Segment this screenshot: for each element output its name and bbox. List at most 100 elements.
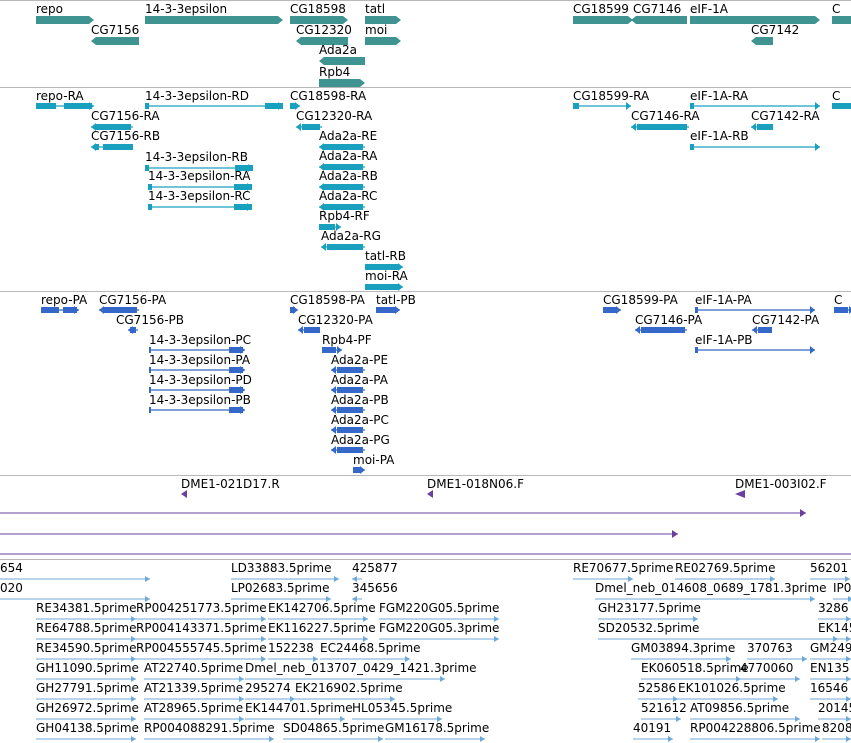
transcript-feature-forward[interactable] <box>573 102 635 110</box>
est-label[interactable]: 521612 <box>641 701 687 715</box>
est-feature[interactable] <box>36 615 140 623</box>
est-feature[interactable] <box>818 635 851 643</box>
transcript-label[interactable]: CG18599-RA <box>573 89 650 103</box>
est-feature[interactable] <box>268 615 372 623</box>
est-label[interactable]: RP004143371.5prime <box>136 621 267 635</box>
est-label[interactable]: EK145 <box>818 621 851 635</box>
protein-feature-forward[interactable] <box>603 306 625 314</box>
est-feature[interactable] <box>641 715 685 723</box>
est-label[interactable]: 654 <box>0 561 23 575</box>
est-label[interactable]: 56201 <box>810 561 849 575</box>
protein-feature-forward[interactable] <box>290 306 302 314</box>
est-feature[interactable] <box>690 715 804 723</box>
est-label[interactable]: RP004088291.5prime <box>144 721 275 735</box>
est-feature[interactable] <box>245 695 299 703</box>
transcript-label[interactable]: moi-RA <box>365 269 408 283</box>
est-feature[interactable] <box>0 595 154 603</box>
est-label[interactable]: RP004555745.5prime <box>136 641 267 655</box>
gene-feature-forward[interactable] <box>290 16 350 24</box>
est-label[interactable]: AT22740.5prime <box>144 661 244 675</box>
est-feature[interactable] <box>818 615 851 623</box>
est-feature[interactable] <box>352 715 446 723</box>
est-label[interactable]: SD04865.5prime <box>283 721 385 735</box>
est-label[interactable]: LD33883.5prime <box>231 561 332 575</box>
est-feature[interactable] <box>818 715 851 723</box>
est-label[interactable]: FGM220G05.3prime <box>379 621 500 635</box>
transcript-label[interactable]: 14-3-3epsilon-RC <box>148 189 251 203</box>
transcript-label[interactable]: eIF-1A-RA <box>690 89 749 103</box>
est-label[interactable]: GM249 <box>810 641 851 655</box>
transcript-feature-forward[interactable] <box>145 164 257 172</box>
protein-feature-forward[interactable] <box>322 346 346 354</box>
est-feature[interactable] <box>36 635 140 643</box>
est-feature[interactable] <box>245 675 449 683</box>
est-feature[interactable] <box>352 595 366 603</box>
transcript-feature-reverse[interactable] <box>319 163 369 171</box>
protein-label[interactable]: CG18599-PA <box>603 293 678 307</box>
protein-feature-reverse[interactable] <box>635 326 691 334</box>
transcript-label[interactable]: 14-3-3epsilon-RD <box>145 89 249 103</box>
transcript-label[interactable]: eIF-1A-RB <box>690 129 749 143</box>
est-feature[interactable] <box>36 655 140 663</box>
est-label[interactable]: FGM220G05.5prime <box>379 601 500 615</box>
est-feature[interactable] <box>0 575 154 583</box>
est-feature[interactable] <box>690 735 824 743</box>
clone-span-line[interactable] <box>0 550 851 558</box>
gene-label[interactable]: repo <box>36 2 64 16</box>
est-label[interactable]: RE34381.5prime <box>36 601 137 615</box>
protein-label[interactable]: 14-3-3epsilon-PC <box>149 333 252 347</box>
gene-feature-reverse[interactable] <box>631 16 689 24</box>
clone-label[interactable]: DME1-003I02.F <box>735 477 827 491</box>
est-label[interactable]: 020 <box>0 581 23 595</box>
transcript-feature-reverse[interactable] <box>319 143 369 151</box>
transcript-feature-reverse[interactable] <box>319 203 369 211</box>
est-label[interactable]: 40191 <box>633 721 672 735</box>
gene-feature-reverse[interactable] <box>319 57 367 65</box>
est-feature[interactable] <box>36 695 140 703</box>
est-feature[interactable] <box>144 695 248 703</box>
est-label[interactable]: 3286 <box>818 601 849 615</box>
protein-label[interactable]: Ada2a-PE <box>331 353 389 367</box>
est-feature[interactable] <box>136 615 270 623</box>
gene-label[interactable]: Ada2a <box>319 43 357 57</box>
est-feature[interactable] <box>231 595 335 603</box>
transcript-feature-reverse[interactable] <box>751 123 777 131</box>
est-feature[interactable] <box>352 575 366 583</box>
protein-label[interactable]: moi-PA <box>353 453 395 467</box>
est-feature[interactable] <box>379 615 503 623</box>
protein-label[interactable]: CG18598-PA <box>290 293 365 307</box>
est-label[interactable]: RE34590.5prime <box>36 641 137 655</box>
est-label[interactable]: GH11090.5prime <box>36 661 139 675</box>
gene-feature-forward[interactable] <box>365 37 403 45</box>
transcript-label[interactable]: Ada2a-RC <box>319 189 378 203</box>
gene-label[interactable]: CG12320 <box>296 23 352 37</box>
est-label[interactable]: GH27791.5prime <box>36 681 139 695</box>
transcript-label[interactable]: 14-3-3epsilon-RA <box>148 169 251 183</box>
est-label[interactable]: AT21339.5prime <box>144 681 244 695</box>
gene-label[interactable]: 14-3-3epsilon <box>145 2 228 16</box>
est-feature[interactable] <box>136 635 270 643</box>
est-label[interactable]: AT28965.5prime <box>144 701 244 715</box>
gene-label[interactable]: tatl <box>365 2 386 16</box>
gene-label[interactable]: CG7146 <box>633 2 682 16</box>
clone-end-marker[interactable] <box>427 490 435 498</box>
est-label[interactable]: 4770060 <box>740 661 794 675</box>
est-label[interactable]: 295274 <box>245 681 291 695</box>
est-label[interactable]: GM03894.3prime <box>631 641 736 655</box>
gene-feature-forward[interactable] <box>365 16 403 24</box>
est-feature[interactable] <box>633 735 677 743</box>
transcript-feature-forward[interactable] <box>290 102 304 110</box>
transcript-feature-reverse[interactable] <box>91 123 137 131</box>
protein-label[interactable]: Ada2a-PC <box>331 413 389 427</box>
protein-feature-reverse[interactable] <box>298 326 324 334</box>
protein-label[interactable]: eIF-1A-PB <box>695 333 753 347</box>
protein-feature-reverse[interactable] <box>331 386 369 394</box>
est-label[interactable]: 370763 <box>747 641 793 655</box>
transcript-label[interactable]: tatl-RB <box>365 249 406 263</box>
clone-end-marker[interactable] <box>181 490 189 498</box>
est-feature[interactable] <box>268 655 322 663</box>
est-feature[interactable] <box>822 735 851 743</box>
protein-feature-reverse[interactable] <box>99 306 143 314</box>
transcript-label[interactable]: CG12320-RA <box>296 109 373 123</box>
est-label[interactable]: RP004251773.5prime <box>136 601 267 615</box>
